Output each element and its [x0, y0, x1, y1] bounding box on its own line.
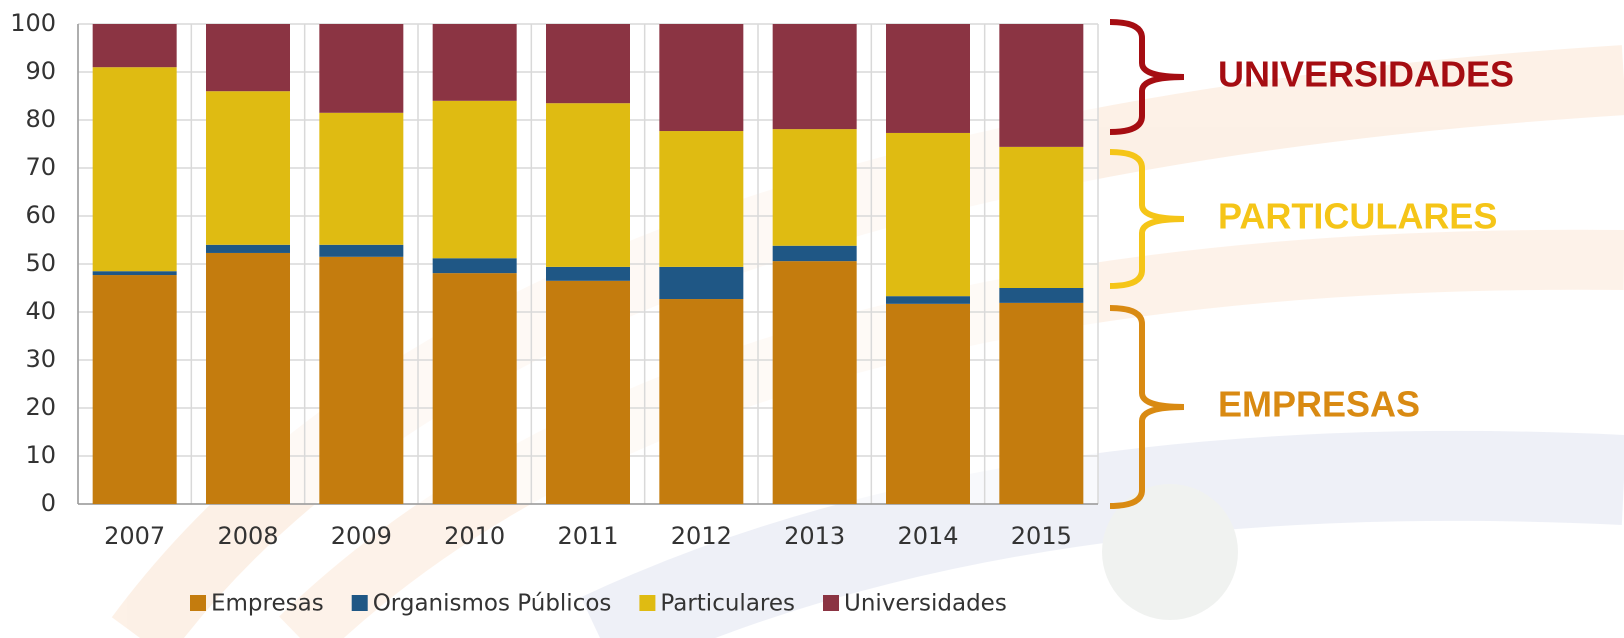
y-tick-label: 60 — [25, 201, 56, 229]
bar-segment — [886, 296, 970, 304]
bar-segment — [432, 100, 517, 259]
bar-segment — [999, 302, 1084, 504]
y-tick-label: 20 — [25, 393, 56, 421]
x-tick-label: 2012 — [671, 522, 732, 550]
x-tick-label: 2009 — [331, 522, 392, 550]
bar-segment — [432, 258, 517, 274]
bar-segment — [92, 275, 177, 504]
bar-segment — [319, 256, 404, 504]
bar-segment — [206, 244, 290, 253]
bar-segment — [999, 146, 1084, 288]
y-tick-label: 10 — [25, 441, 56, 469]
y-tick-label: 50 — [25, 249, 56, 277]
legend-label: Particulares — [660, 591, 795, 617]
bar-segment — [999, 288, 1084, 303]
x-tick-label: 2008 — [217, 522, 278, 550]
bar-segment — [546, 266, 630, 281]
bar-segment — [206, 91, 290, 245]
bar-segment — [659, 266, 744, 300]
y-tick-label: 0 — [41, 489, 56, 517]
annotation-label: EMPRESAS — [1218, 384, 1420, 425]
annotation-label: PARTICULARES — [1218, 196, 1497, 237]
y-tick-label: 90 — [25, 57, 56, 85]
decor-circle — [1102, 484, 1238, 620]
x-tick-label: 2010 — [444, 522, 505, 550]
x-tick-label: 2007 — [104, 522, 165, 550]
bar-segment — [772, 129, 857, 246]
bar-segment — [206, 252, 290, 504]
x-tick-label: 2014 — [897, 522, 958, 550]
annotation-brace — [1109, 305, 1185, 509]
legend-swatch — [351, 595, 368, 611]
bar-segment — [319, 112, 404, 245]
bar-segment — [659, 299, 744, 504]
legend-swatch — [823, 595, 839, 611]
bar-segment — [886, 24, 970, 133]
bar-segment — [206, 24, 290, 92]
bar-segment — [886, 303, 970, 504]
y-tick-label: 40 — [25, 297, 56, 325]
bar-segment — [772, 261, 857, 504]
legend-swatch — [190, 595, 206, 611]
x-tick-label: 2015 — [1011, 522, 1072, 550]
x-tick-label: 2013 — [784, 522, 845, 550]
y-tick-label: 30 — [25, 345, 56, 373]
annotation-brace — [1109, 19, 1185, 135]
annotation-label: UNIVERSIDADES — [1218, 54, 1514, 95]
bar-segment — [319, 244, 404, 257]
bar-segment — [546, 24, 630, 104]
bar-segment — [659, 24, 744, 132]
y-tick-label: 70 — [25, 153, 56, 181]
legend-label: Universidades — [844, 591, 1007, 617]
bar-segment — [92, 271, 177, 276]
bar-segment — [546, 103, 630, 267]
legend-swatch — [639, 595, 656, 611]
bar-segment — [432, 273, 517, 504]
x-tick-label: 2011 — [557, 522, 618, 550]
bar-segment — [546, 280, 630, 504]
bar-segment — [659, 131, 744, 267]
bar-segment — [92, 67, 177, 272]
bar-segment — [92, 24, 177, 68]
bar-segment — [772, 245, 857, 262]
annotation-brace — [1109, 149, 1185, 289]
legend-label: Empresas — [211, 591, 324, 617]
y-tick-label: 80 — [25, 105, 56, 133]
y-tick-label: 100 — [10, 9, 56, 37]
bar-segment — [999, 24, 1084, 147]
bar-segment — [886, 132, 970, 297]
bar-segment — [772, 24, 857, 130]
bar-segment — [432, 24, 517, 101]
bar-segment — [319, 24, 404, 113]
legend-label: Organismos Públicos — [373, 591, 612, 617]
